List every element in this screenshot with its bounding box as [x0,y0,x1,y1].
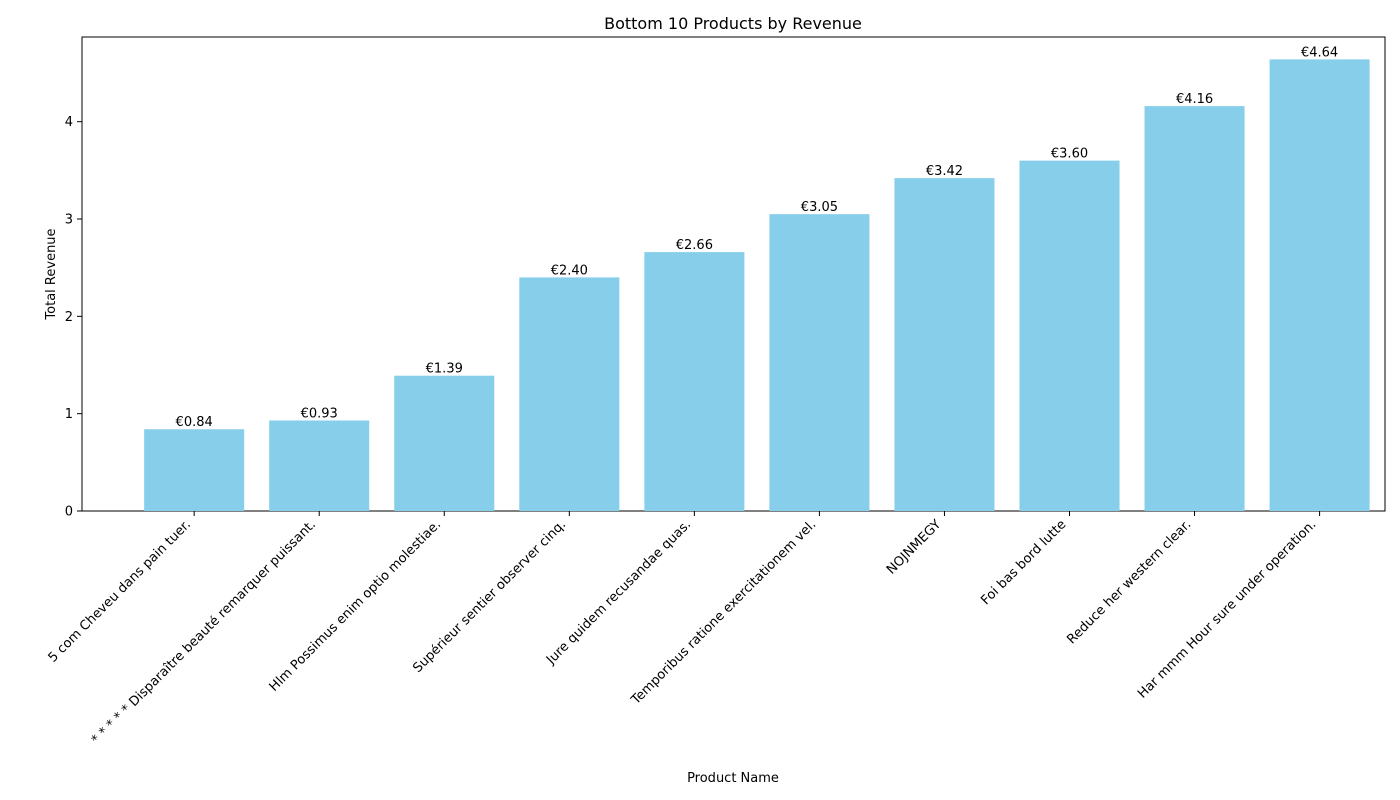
data-label: €2.66 [676,238,713,253]
bar [269,420,370,511]
data-label: €4.16 [1176,92,1213,107]
data-label: €1.39 [426,362,463,377]
x-tick-label: * * * * * Disparaître beauté remarquer p… [89,517,319,747]
x-tick-label: Jure quidem recusandae quas. [543,517,694,668]
y-axis: 0 1 2 3 4 [65,115,82,520]
data-label: €3.42 [926,164,963,179]
y-tick-label: 0 [65,505,73,520]
bar [394,375,495,511]
data-label: €3.05 [801,200,838,215]
bars-group [144,59,1370,512]
x-tick-label: Foi bas bord lutte [978,517,1069,608]
bar [144,429,245,511]
y-tick-label: 4 [65,115,73,130]
bar [1269,59,1370,511]
bar [644,252,745,511]
y-axis-label: Total Revenue [44,228,59,320]
x-tick-label: Reduce her western clear. [1064,517,1194,647]
y-tick-label: 1 [65,407,73,422]
bar [769,214,870,512]
bar [894,178,995,511]
x-tick-label: 5 com Cheveu dans pain tuer. [46,517,194,665]
x-axis: 5 com Cheveu dans pain tuer.* * * * * Di… [46,511,1321,747]
x-axis-label: Product Name [687,771,779,786]
data-label: €0.93 [301,406,338,421]
bar [519,277,620,511]
x-tick-label: NOJNMEGY [884,517,944,577]
y-tick-label: 3 [65,213,73,228]
x-tick-label: Supérieur sentier observer cinq. [410,517,569,676]
data-label: €2.40 [551,263,588,278]
y-tick-label: 2 [65,310,73,325]
data-label: €4.64 [1301,45,1338,60]
chart-title: Bottom 10 Products by Revenue [604,14,862,33]
data-label: €3.60 [1051,147,1088,162]
bar [1019,160,1120,511]
data-labels-group: €0.84 €0.93 €1.39 €2.40 €2.66 €3.05 €3.42 €3.60… [176,45,1339,430]
data-label: €0.84 [176,415,213,430]
bar [1144,106,1245,511]
